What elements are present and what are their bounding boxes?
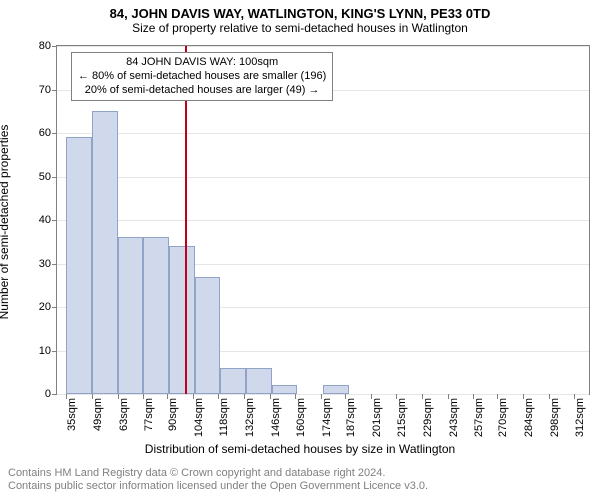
y-tick-label: 20: [39, 301, 51, 313]
histogram-bar: [169, 246, 195, 394]
chart-area: Number of semi-detached properties 01020…: [0, 37, 600, 407]
property-size-chart: { "title": "84, JOHN DAVIS WAY, WATLINGT…: [0, 0, 600, 500]
gridline: [57, 133, 589, 134]
y-tick-label: 60: [39, 127, 51, 139]
x-tick-label: 146sqm: [270, 398, 282, 437]
annotation-line-1: 84 JOHN DAVIS WAY: 100sqm: [78, 56, 326, 70]
x-tick-label: 298sqm: [549, 398, 561, 437]
attribution-line-2: Contains public sector information licen…: [8, 480, 592, 494]
histogram-bar: [246, 368, 272, 394]
x-tick-label: 63sqm: [118, 398, 130, 431]
y-tick-label: 0: [45, 388, 51, 400]
x-tick-label: 90sqm: [167, 398, 179, 431]
y-tick-mark: [52, 90, 57, 91]
y-tick-label: 50: [39, 171, 51, 183]
y-tick-mark: [52, 264, 57, 265]
x-tick-label: 49sqm: [92, 398, 104, 431]
histogram-bar: [66, 137, 92, 394]
x-tick-label: 270sqm: [497, 398, 509, 437]
x-axis-label: Distribution of semi-detached houses by …: [145, 442, 455, 456]
annotation-line-3: 20% of semi-detached houses are larger (…: [78, 84, 326, 98]
attribution-line-1: Contains HM Land Registry data © Crown c…: [8, 467, 592, 481]
y-tick-mark: [52, 220, 57, 221]
y-tick-mark: [52, 177, 57, 178]
gridline: [57, 46, 589, 47]
histogram-bar: [118, 237, 144, 394]
y-axis-label: Number of semi-detached properties: [0, 125, 11, 320]
x-tick-label: 187sqm: [345, 398, 357, 437]
annotation-line-2: ← 80% of semi-detached houses are smalle…: [78, 70, 326, 84]
plot-region: 0102030405060708035sqm49sqm63sqm77sqm90s…: [56, 45, 590, 395]
x-tick-label: 257sqm: [473, 398, 485, 437]
chart-title: 84, JOHN DAVIS WAY, WATLINGTON, KING'S L…: [0, 6, 600, 21]
gridline: [57, 177, 589, 178]
histogram-bar: [143, 237, 169, 394]
y-tick-mark: [52, 46, 57, 47]
y-tick-mark: [52, 307, 57, 308]
annotation-box: 84 JOHN DAVIS WAY: 100sqm ← 80% of semi-…: [71, 52, 333, 101]
x-tick-label: 160sqm: [295, 398, 307, 437]
x-tick-label: 118sqm: [218, 398, 230, 436]
y-tick-label: 10: [39, 345, 51, 357]
histogram-bar: [195, 277, 221, 394]
x-tick-label: 132sqm: [244, 398, 256, 437]
y-tick-mark: [52, 394, 57, 395]
chart-subtitle: Size of property relative to semi-detach…: [0, 21, 600, 35]
y-tick-label: 80: [39, 40, 51, 52]
x-tick-label: 243sqm: [448, 398, 460, 437]
x-tick-label: 201sqm: [371, 398, 383, 437]
y-tick-label: 30: [39, 258, 51, 270]
x-tick-label: 312sqm: [574, 398, 586, 437]
histogram-bar: [323, 385, 349, 394]
gridline: [57, 394, 589, 395]
y-tick-label: 70: [39, 84, 51, 96]
attribution: Contains HM Land Registry data © Crown c…: [8, 467, 592, 495]
x-tick-label: 104sqm: [193, 398, 205, 437]
y-tick-mark: [52, 351, 57, 352]
y-tick-label: 40: [39, 214, 51, 226]
x-tick-label: 229sqm: [422, 398, 434, 437]
histogram-bar: [220, 368, 246, 394]
x-tick-label: 77sqm: [143, 398, 155, 431]
gridline: [57, 220, 589, 221]
x-tick-label: 174sqm: [321, 398, 333, 437]
y-tick-mark: [52, 133, 57, 134]
histogram-bar: [272, 385, 298, 394]
x-tick-label: 215sqm: [396, 398, 408, 437]
x-tick-label: 284sqm: [523, 398, 535, 437]
x-tick-label: 35sqm: [66, 398, 78, 431]
histogram-bar: [92, 111, 118, 394]
